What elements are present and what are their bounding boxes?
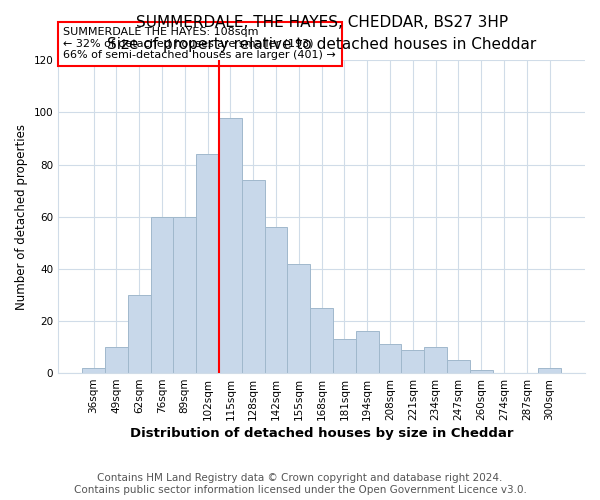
X-axis label: Distribution of detached houses by size in Cheddar: Distribution of detached houses by size … — [130, 427, 514, 440]
Text: Contains HM Land Registry data © Crown copyright and database right 2024.
Contai: Contains HM Land Registry data © Crown c… — [74, 474, 526, 495]
Bar — [196, 154, 219, 373]
Bar — [401, 350, 424, 373]
Bar — [173, 216, 196, 373]
Bar — [105, 347, 128, 373]
Text: SUMMERDALE THE HAYES: 108sqm
← 32% of detached houses are smaller (193)
66% of s: SUMMERDALE THE HAYES: 108sqm ← 32% of de… — [64, 27, 336, 60]
Bar — [356, 332, 379, 373]
Bar — [538, 368, 561, 373]
Y-axis label: Number of detached properties: Number of detached properties — [15, 124, 28, 310]
Bar — [265, 227, 287, 373]
Bar — [128, 295, 151, 373]
Bar — [82, 368, 105, 373]
Bar — [287, 264, 310, 373]
Bar — [447, 360, 470, 373]
Bar — [219, 118, 242, 373]
Bar — [333, 339, 356, 373]
Bar — [379, 344, 401, 373]
Bar — [470, 370, 493, 373]
Bar — [310, 308, 333, 373]
Title: SUMMERDALE, THE HAYES, CHEDDAR, BS27 3HP
Size of property relative to detached h: SUMMERDALE, THE HAYES, CHEDDAR, BS27 3HP… — [107, 15, 536, 52]
Bar — [242, 180, 265, 373]
Bar — [424, 347, 447, 373]
Bar — [151, 216, 173, 373]
